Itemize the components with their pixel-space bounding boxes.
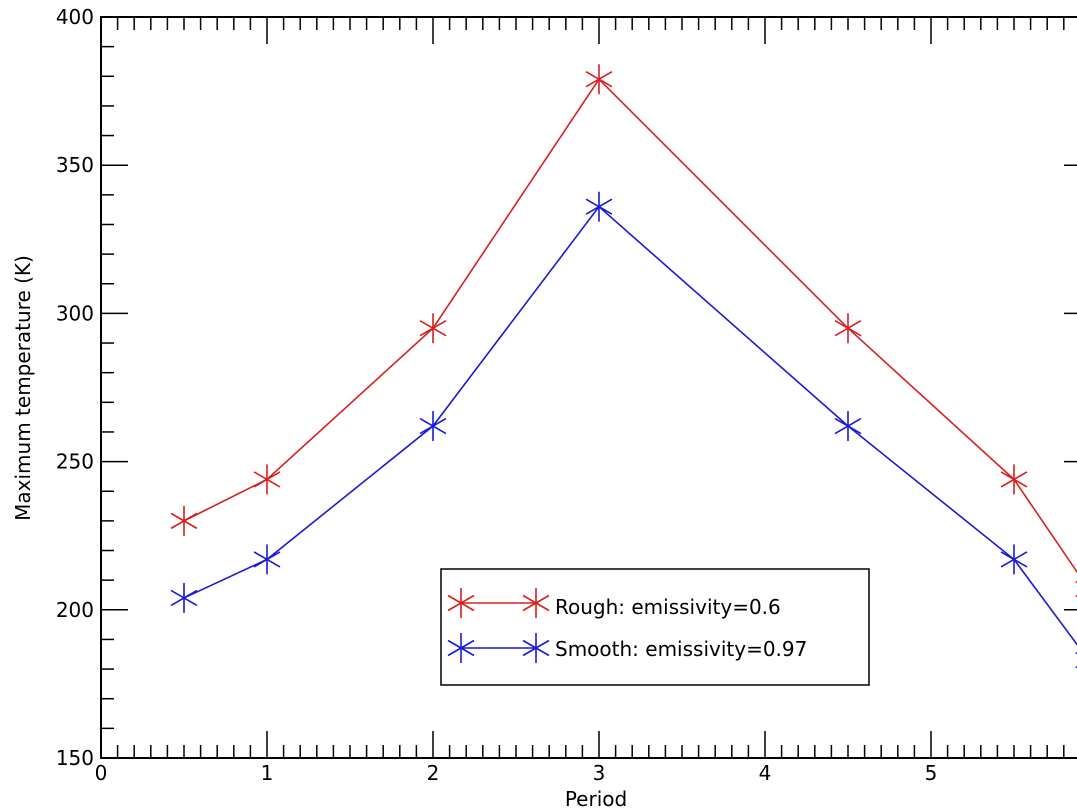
data-point-0-5	[1000, 464, 1028, 495]
y-tick-label: 150	[56, 746, 94, 770]
data-point-1-4	[834, 411, 862, 442]
legend-marker	[447, 588, 475, 618]
data-point-1-0	[170, 582, 198, 613]
legend-marker	[522, 588, 550, 618]
x-tick-label: 4	[759, 761, 772, 785]
y-tick-label: 200	[56, 598, 94, 622]
data-point-1-5	[1000, 544, 1028, 575]
data-point-0-3	[585, 64, 613, 95]
x-tick-label: 2	[427, 761, 440, 785]
data-point-0-2	[419, 313, 447, 344]
legend-entry-smooth: Smooth: emissivity=0.97	[447, 633, 807, 663]
x-axis-title: Period	[565, 787, 627, 811]
x-tick-label: 3	[593, 761, 606, 785]
plot-frame	[100, 16, 1077, 759]
data-point-1-2	[419, 411, 447, 442]
data-point-1-1	[253, 544, 281, 575]
x-tick-label: 0	[95, 761, 108, 785]
x-tick-label: 5	[925, 761, 938, 785]
legend-marker	[447, 633, 475, 663]
legend-label-smooth: Smooth: emissivity=0.97	[555, 637, 807, 661]
series-line-0	[183, 77, 1077, 574]
data-point-0-4	[834, 313, 862, 344]
x-tick-label: 1	[261, 761, 274, 785]
y-axis-title: Maximum temperature (K)	[11, 255, 35, 521]
legend-entry-rough: Rough: emissivity=0.6	[447, 588, 781, 619]
series-group	[170, 64, 1077, 669]
y-tick-label: 250	[56, 450, 94, 474]
legend-box	[440, 568, 870, 686]
y-tick-label: 400	[56, 5, 94, 29]
data-point-1-3	[585, 191, 613, 222]
legend-marker	[522, 633, 550, 663]
y-tick-label: 300	[56, 301, 94, 325]
tick-labels: 0 1 2 3 4 5 150 200 250 300 350 400	[56, 5, 938, 785]
data-point-0-1	[253, 464, 281, 495]
y-tick-label: 350	[56, 153, 94, 177]
legend-label-rough: Rough: emissivity=0.6	[555, 595, 781, 619]
data-point-0-0	[170, 505, 198, 536]
legend: Rough: emissivity=0.6 Smooth: emissivity…	[440, 568, 870, 686]
